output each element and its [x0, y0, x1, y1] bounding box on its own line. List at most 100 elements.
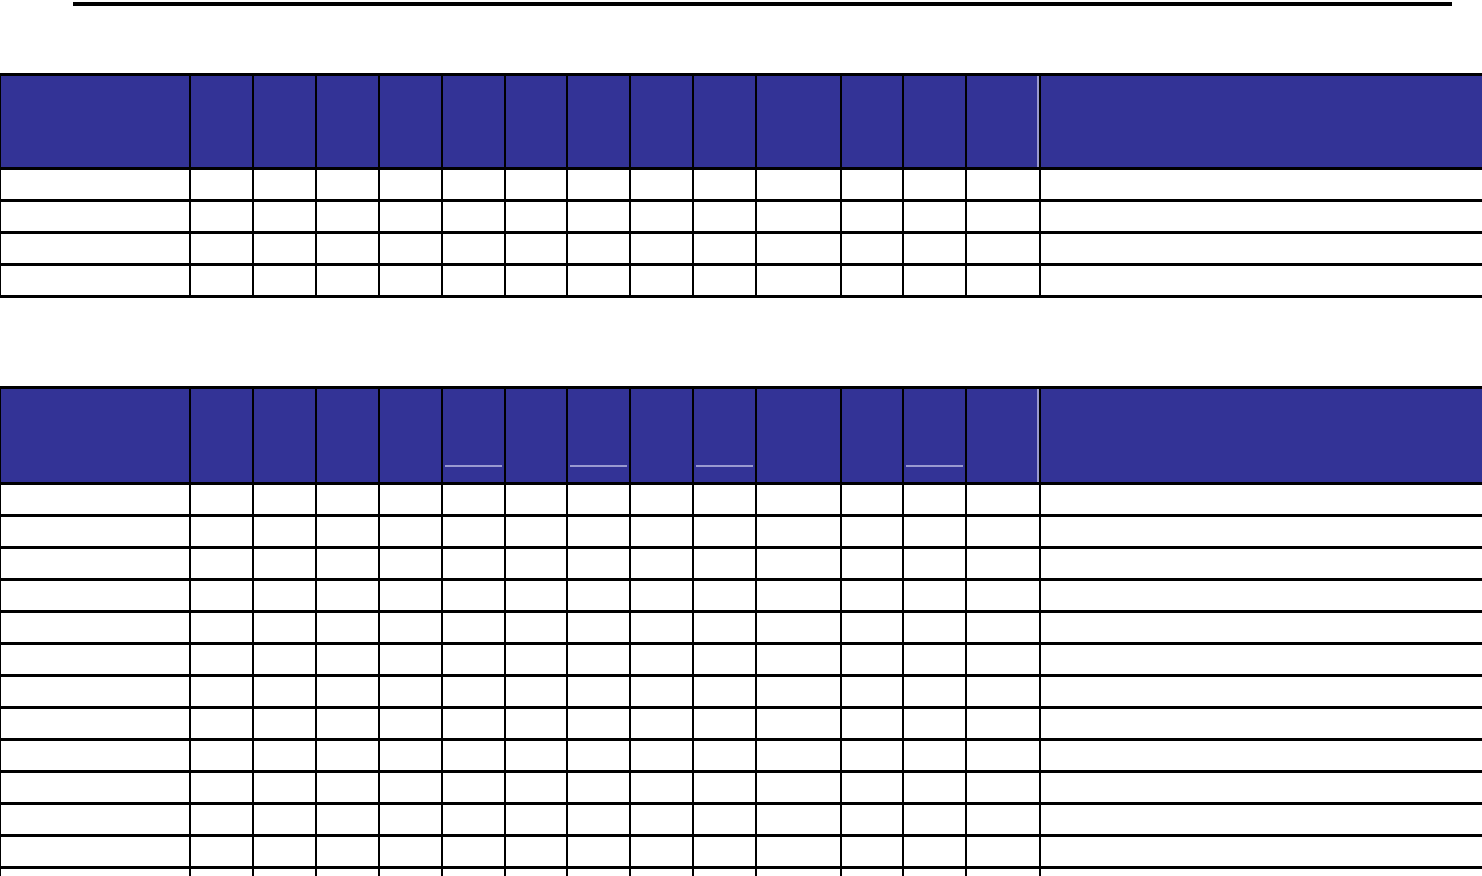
table-cell [902, 770, 967, 805]
table-cell [965, 482, 1041, 517]
table-cell [441, 738, 506, 773]
table-cell [566, 866, 631, 876]
header-cell [629, 386, 694, 485]
header-cell [1039, 386, 1482, 485]
table-cell [692, 610, 757, 645]
table-cell [378, 642, 443, 677]
table-cell [902, 802, 967, 837]
table-cell [965, 642, 1041, 677]
table-cell [629, 263, 694, 298]
table-cell [315, 263, 380, 298]
table-row [0, 866, 1482, 876]
table-row [0, 482, 1482, 517]
table-row [0, 674, 1482, 709]
table-cell [755, 770, 842, 805]
table-cell [315, 834, 380, 869]
header-cell [755, 386, 842, 485]
table-cell [1039, 167, 1482, 202]
table-cell [629, 199, 694, 234]
table-cell [504, 546, 568, 581]
table-cell [252, 578, 317, 613]
table-row [0, 167, 1482, 202]
table-cell [902, 578, 967, 613]
table-row [0, 770, 1482, 805]
header-underline-mark [696, 465, 753, 467]
table-cell [755, 482, 842, 517]
table-row [0, 834, 1482, 869]
table-cell [692, 263, 757, 298]
header-cell [566, 386, 631, 485]
header-cell [965, 386, 1041, 485]
table-cell [902, 834, 967, 869]
table-cell [840, 802, 904, 837]
header-cell [840, 73, 904, 170]
table-cell [566, 770, 631, 805]
table-cell [902, 514, 967, 549]
header-cell [378, 386, 443, 485]
table-cell [441, 642, 506, 677]
table-cell [315, 514, 380, 549]
table-cell [0, 167, 191, 202]
table-cell [965, 263, 1041, 298]
table-cell [315, 642, 380, 677]
table-cell [1039, 802, 1482, 837]
table-cell [315, 674, 380, 709]
header-cell [692, 73, 757, 170]
header-cell [629, 73, 694, 170]
table-cell [840, 231, 904, 266]
table-cell [755, 866, 842, 876]
table-cell [252, 610, 317, 645]
table-cell [441, 263, 506, 298]
table-cell [629, 610, 694, 645]
table-cell [566, 802, 631, 837]
table-cell [189, 199, 254, 234]
header-cell [252, 73, 317, 170]
table-cell [840, 866, 904, 876]
table-cell [965, 770, 1041, 805]
table-cell [378, 578, 443, 613]
header-cell [315, 386, 380, 485]
table-cell [692, 199, 757, 234]
table-cell [1039, 706, 1482, 741]
table-cell [755, 738, 842, 773]
table-cell [840, 770, 904, 805]
table-cell [441, 674, 506, 709]
table-cell [840, 167, 904, 202]
table-cell [315, 802, 380, 837]
table-row [0, 706, 1482, 741]
table-cell [629, 738, 694, 773]
table-cell [692, 578, 757, 613]
table-cell [378, 834, 443, 869]
table-cell [755, 802, 842, 837]
table-cell [504, 231, 568, 266]
table-cell [566, 231, 631, 266]
table-cell [378, 514, 443, 549]
table-cell [692, 706, 757, 741]
table-cell [504, 802, 568, 837]
table-cell [315, 546, 380, 581]
header-underline-mark [445, 465, 502, 467]
table-cell [629, 231, 694, 266]
table-cell [0, 770, 191, 805]
table-cell [755, 610, 842, 645]
table-cell [378, 738, 443, 773]
table-cell [1039, 610, 1482, 645]
table-cell [252, 514, 317, 549]
table-row [0, 642, 1482, 677]
table-row [0, 738, 1482, 773]
table-cell [692, 482, 757, 517]
table-cell [504, 263, 568, 298]
table-cell [1039, 514, 1482, 549]
table-row [0, 578, 1482, 613]
table-cell [566, 514, 631, 549]
table-cell [378, 546, 443, 581]
header-cell [840, 386, 904, 485]
table-cell [840, 834, 904, 869]
header-cell [504, 386, 568, 485]
table-cell [755, 642, 842, 677]
table-cell [755, 263, 842, 298]
table-cell [504, 199, 568, 234]
table-cell [189, 514, 254, 549]
table-cell [755, 834, 842, 869]
table-row [0, 546, 1482, 581]
